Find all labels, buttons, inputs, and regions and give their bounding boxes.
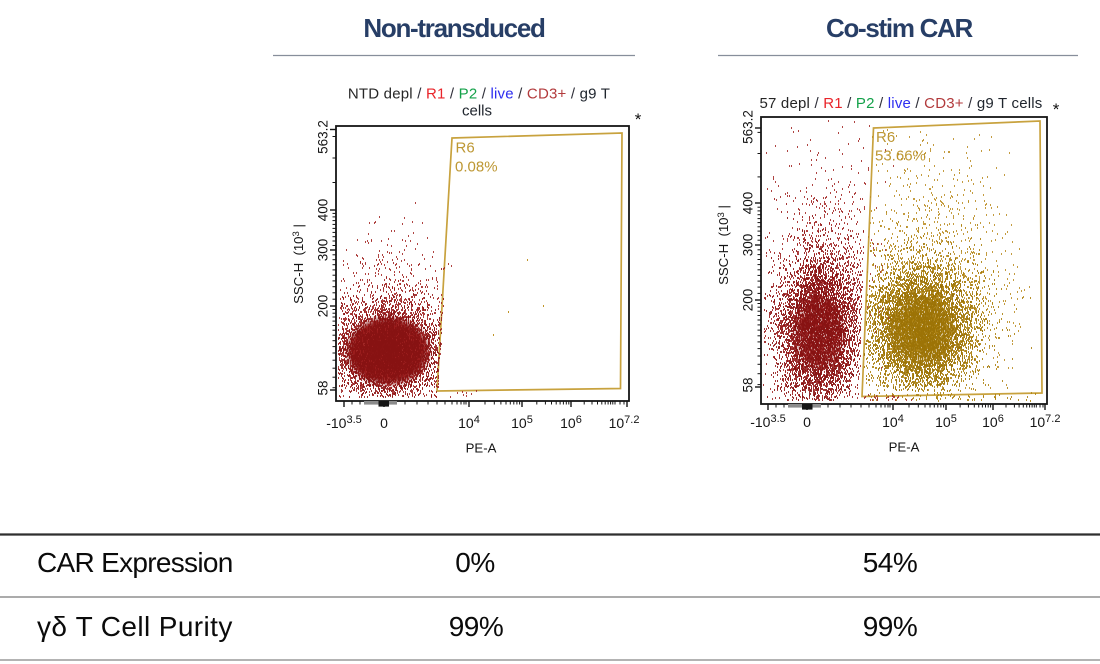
svg-text:PE-A: PE-A [889,440,920,455]
svg-text:400: 400 [316,199,331,222]
svg-text:SSC-H (103 |: SSC-H (103 | [716,205,731,285]
svg-text:200: 200 [741,289,756,312]
svg-text:NTD depl / R1 / P2 / live / CD: NTD depl / R1 / P2 / live / CD3+ / g9 T [348,86,610,103]
svg-text:0%: 0% [455,547,494,578]
svg-text:58: 58 [741,377,756,392]
svg-text:300: 300 [741,234,756,257]
svg-text:CAR Expression: CAR Expression [37,547,233,578]
svg-text:99%: 99% [863,611,918,642]
svg-text:R6: R6 [456,140,475,157]
svg-text:58: 58 [316,380,331,395]
svg-text:Non-transduced: Non-transduced [363,13,545,43]
svg-text:R6: R6 [876,129,895,146]
svg-text:0.08%: 0.08% [455,159,498,176]
svg-text:200: 200 [316,295,331,318]
svg-text:cells: cells [462,103,492,120]
svg-text:0: 0 [380,415,388,431]
svg-text:57 depl / R1 / P2 / live / CD3: 57 depl / R1 / P2 / live / CD3+ / g9 T c… [759,95,1042,112]
svg-text:53.66%: 53.66% [875,148,926,165]
svg-text:SSC-H (103 |: SSC-H (103 | [291,224,306,304]
svg-text:*: * [1053,100,1060,119]
svg-text:400: 400 [741,192,756,215]
svg-text:300: 300 [316,239,331,262]
svg-text:563.2: 563.2 [316,120,331,154]
svg-text:563.2: 563.2 [741,110,756,144]
svg-text:Co-stim CAR: Co-stim CAR [826,13,974,43]
svg-text:54%: 54% [863,547,918,578]
svg-text:PE-A: PE-A [466,441,497,456]
svg-text:99%: 99% [449,611,504,642]
svg-text:0: 0 [803,414,811,430]
svg-text:γδ T Cell Purity: γδ T Cell Purity [37,611,233,642]
svg-text:*: * [635,110,642,129]
